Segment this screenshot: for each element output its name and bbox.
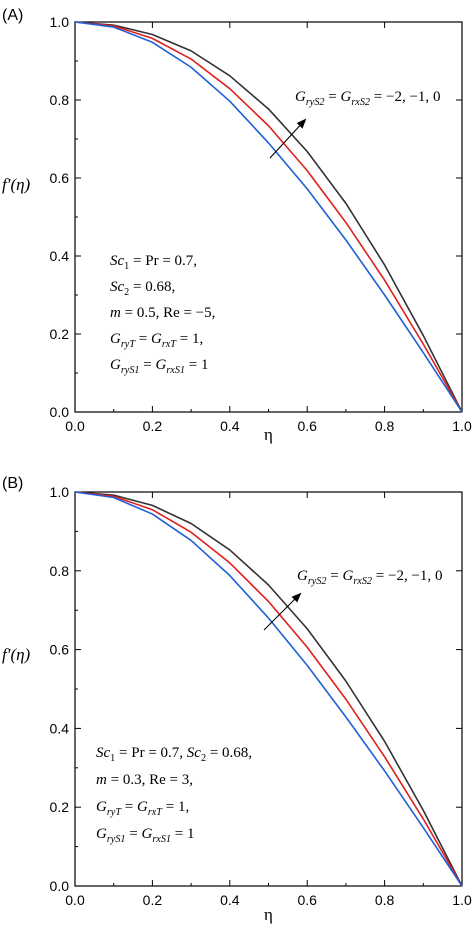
trend-arrow xyxy=(263,592,302,631)
x-tick-label: 1.0 xyxy=(452,892,472,908)
arrow-label: GryS2​ = GrxS2​ = −2, −1, 0 xyxy=(295,89,440,108)
parameter-text-line: m = 0.5, Re = −5, xyxy=(110,305,215,321)
trend-arrow xyxy=(269,118,307,159)
y-tick-label: 0.8 xyxy=(50,92,70,108)
parameter-text-line: Sc1​ = Pr = 0.7, xyxy=(110,253,197,272)
x-tick-label: 0.4 xyxy=(220,892,240,908)
series-line-2 xyxy=(74,21,463,413)
series-line-1 xyxy=(74,491,463,887)
x-tick-label: 1.0 xyxy=(452,418,472,434)
y-tick-label: 0.0 xyxy=(50,404,70,420)
x-tick-label: 0.0 xyxy=(65,892,85,908)
y-tick-label: 0.8 xyxy=(50,563,70,579)
arrow-label: GryS2​ = GrxS2​ = −2, −1, 0 xyxy=(297,568,442,587)
y-tick-label: 0.6 xyxy=(50,642,70,658)
parameter-text-line: GryS1​ = GrxS1​ = 1 xyxy=(96,826,195,845)
y-tick-label: 0.0 xyxy=(50,878,70,894)
panel-label: (A) xyxy=(2,7,23,24)
parameter-text-line: Sc2​ = 0.68, xyxy=(110,279,175,298)
parameter-text-line: GryS1​ = GrxS1​ = 1 xyxy=(110,357,209,376)
y-tick-label: 0.6 xyxy=(50,170,70,186)
series-line-3 xyxy=(74,21,463,413)
plot-area: 0.0 0.2 0.4 0.6 0.8 1.0 0.0 0.2 0.4 0.6 0.8 1.0 η f′(… xyxy=(2,484,472,924)
x-tick-label: 0.8 xyxy=(375,418,395,434)
x-tick-label: 0.0 xyxy=(65,418,85,434)
y-tick-label: 0.4 xyxy=(50,248,70,264)
plot-frame xyxy=(74,21,463,413)
series-line-2 xyxy=(74,491,463,887)
panel-b: (B) 0.0 0.2 0.4 0.6 0.8 1.0 0.0 0.2 0.4 0.6 0.8 1.0… xyxy=(2,475,472,924)
x-tick-label: 0.2 xyxy=(143,418,163,434)
parameter-text-line: Sc1​ = Pr = 0.7, Sc2​ = 0.68, xyxy=(96,745,252,764)
y-axis-label: f′(η) xyxy=(2,645,31,664)
y-tick-label: 0.2 xyxy=(50,326,70,342)
x-tick-label: 0.2 xyxy=(143,892,163,908)
series-line-3 xyxy=(74,491,463,887)
plot-area: 0.0 0.2 0.4 0.6 0.8 1.0 0.0 0.2 0.4 0.6 0.8 1.0 η f′(… xyxy=(2,14,472,444)
x-tick-label: 0.6 xyxy=(297,892,317,908)
panel-a: (A) 0.0 0.2 0.4 0.6 0.8 1.0 0.0 0.2 0.4 0.6 0.8 1.0… xyxy=(2,7,472,444)
parameter-text-line: GryT​ = GrxT​ = 1, xyxy=(110,331,203,350)
y-tick-label: 0.4 xyxy=(50,720,70,736)
panel-label: (B) xyxy=(2,475,23,492)
parameter-text-line: m = 0.3, Re = 3, xyxy=(96,772,193,788)
x-tick-label: 0.4 xyxy=(220,418,240,434)
y-tick-label: 1.0 xyxy=(50,484,70,500)
y-tick-label: 0.2 xyxy=(50,799,70,815)
series-line-1 xyxy=(74,21,463,413)
y-axis-label: f′(η) xyxy=(2,175,31,194)
y-tick-label: 1.0 xyxy=(50,14,70,30)
x-axis-label: η xyxy=(264,425,273,444)
x-tick-label: 0.6 xyxy=(297,418,317,434)
parameter-text-line: GryT​ = GrxT​ = 1, xyxy=(96,799,189,818)
x-tick-label: 0.8 xyxy=(375,892,395,908)
x-axis-label: η xyxy=(264,905,273,924)
